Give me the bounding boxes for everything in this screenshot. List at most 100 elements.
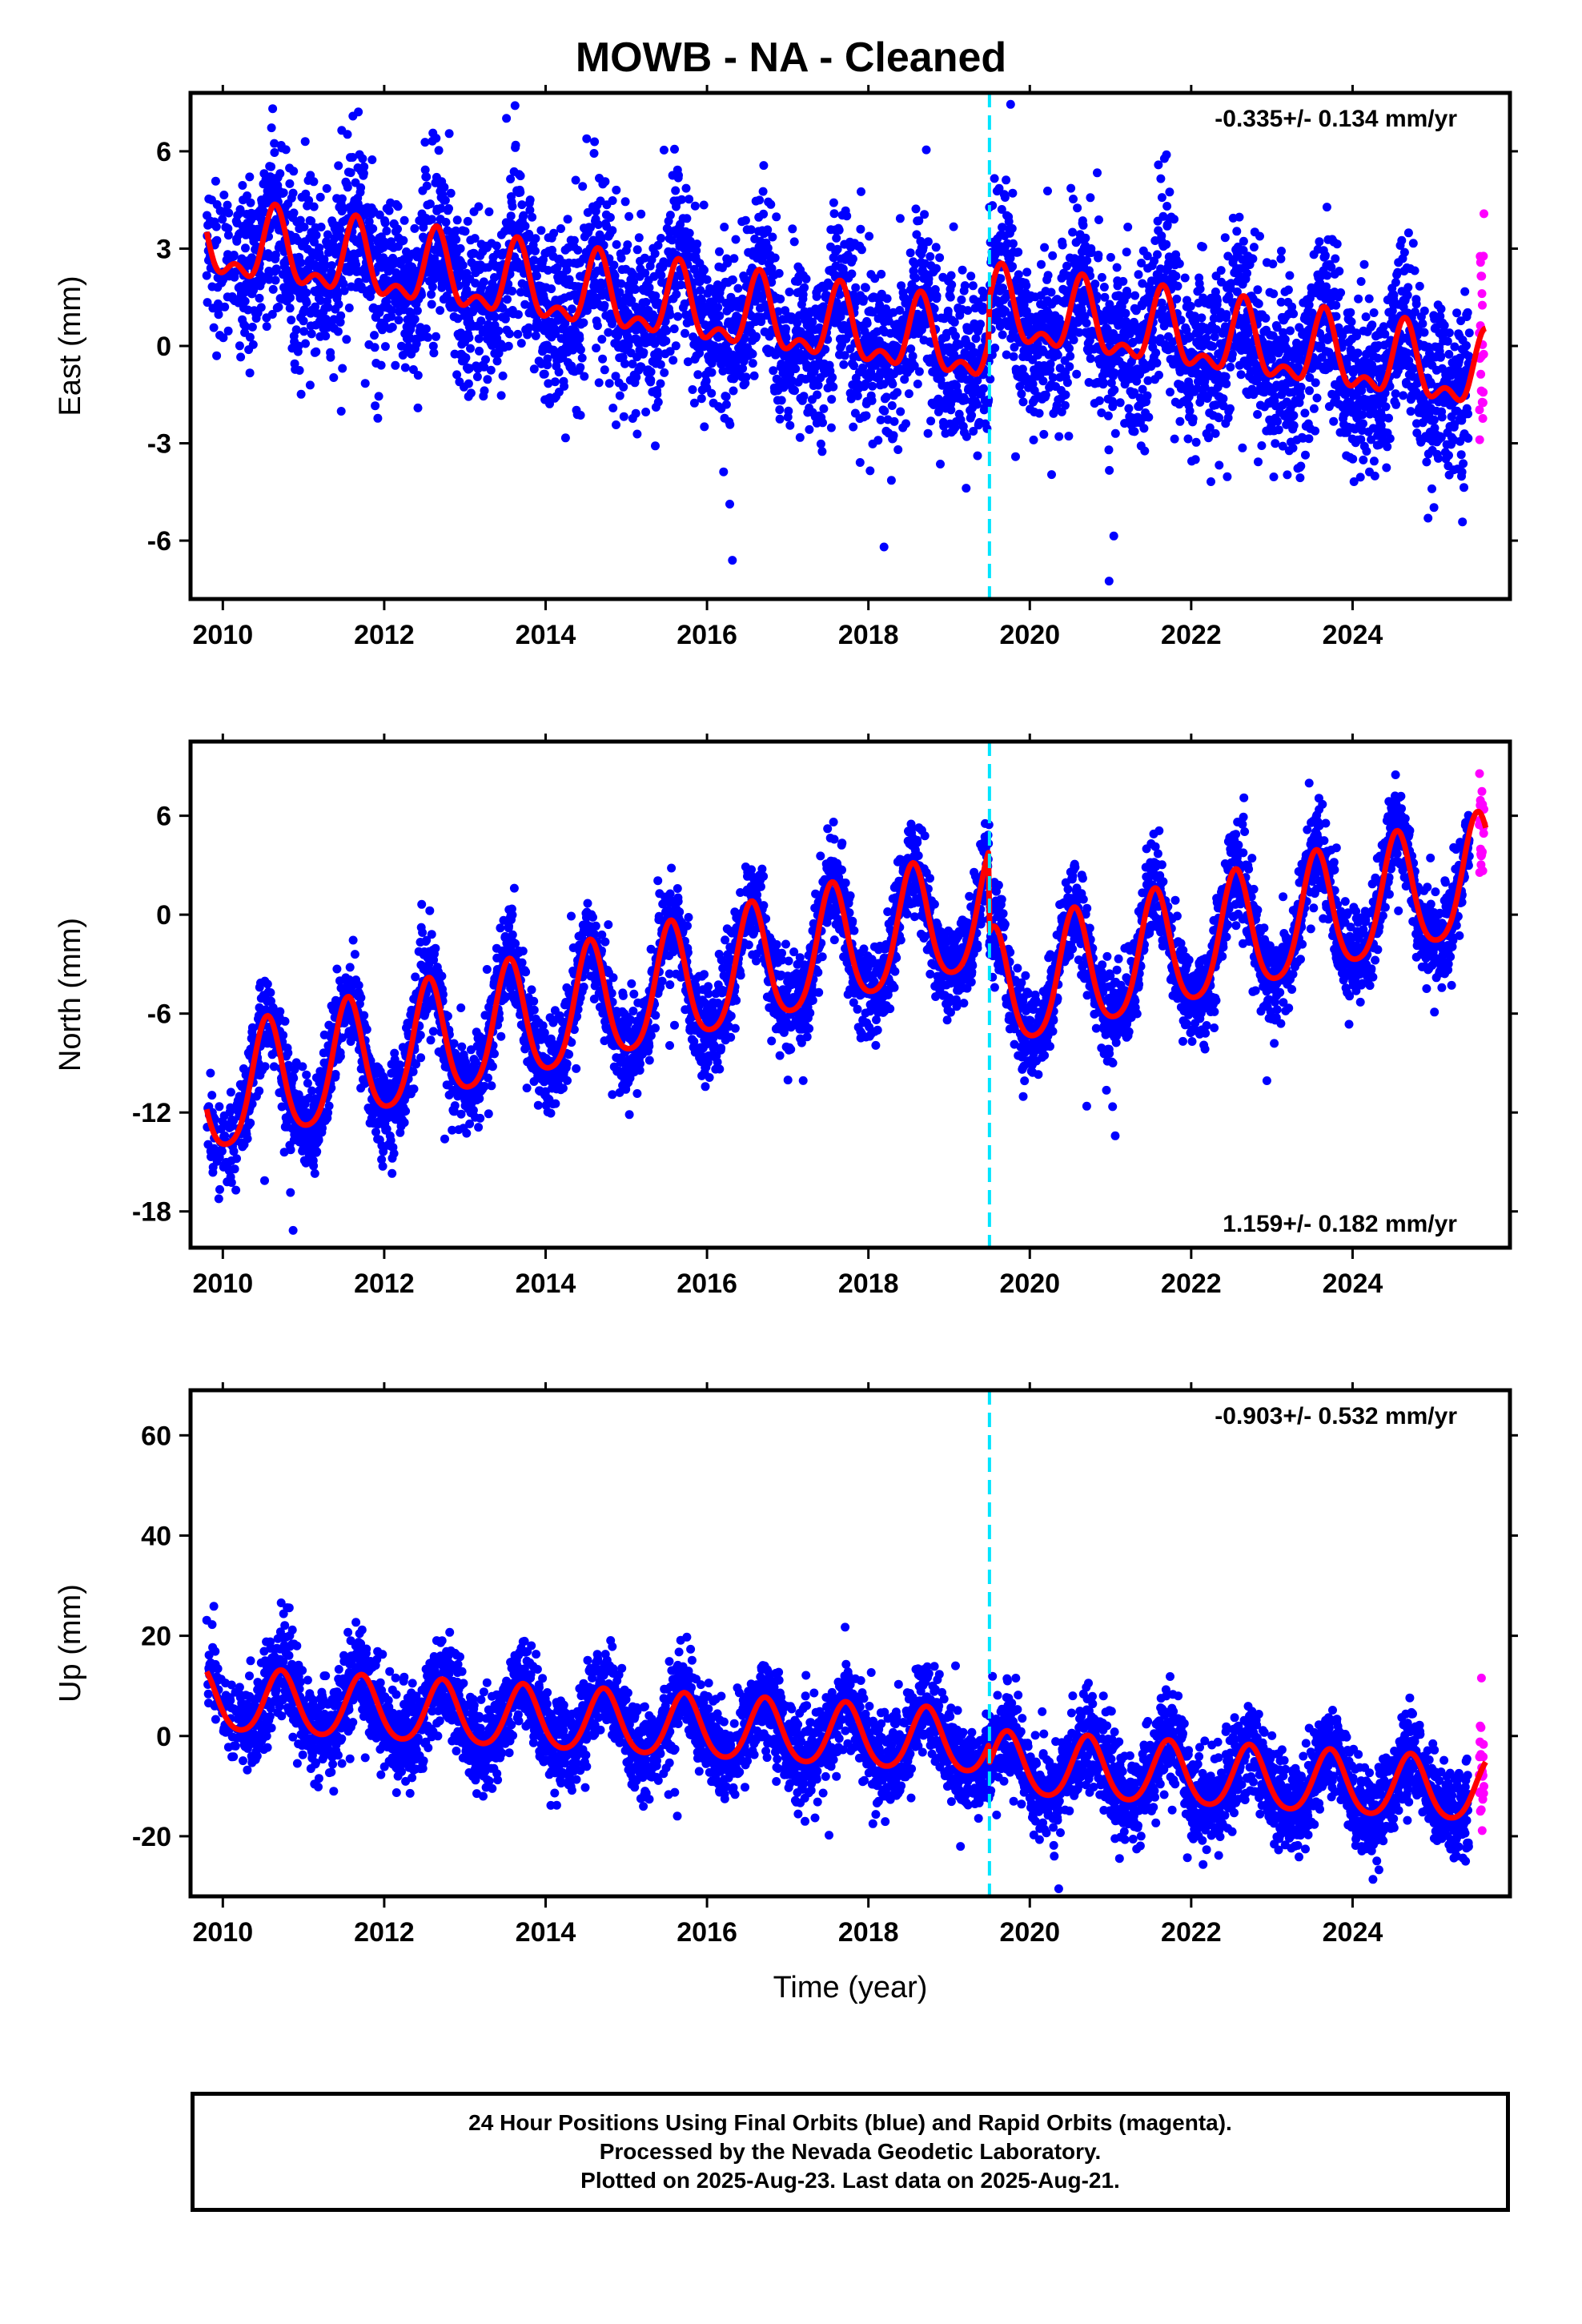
data-point: [646, 376, 656, 384]
data-point: [1359, 419, 1367, 428]
data-point: [1223, 472, 1232, 481]
data-point: [315, 192, 325, 202]
data-point: [1285, 271, 1295, 280]
data-point: [896, 407, 905, 416]
data-point: [472, 372, 482, 381]
data-point: [1239, 236, 1248, 246]
data-point: [1289, 309, 1299, 319]
data-point: [412, 339, 421, 348]
data-point: [879, 542, 889, 552]
data-point: [1197, 313, 1207, 323]
data-point: [1364, 294, 1374, 304]
data-point: [612, 185, 621, 195]
data-point: [245, 368, 255, 378]
data-point: [554, 388, 564, 396]
data-point: [463, 216, 472, 226]
data-point: [1309, 404, 1319, 413]
data-point: [360, 379, 370, 388]
data-point: [1061, 390, 1070, 400]
data-point: [911, 273, 921, 283]
data-point: [240, 296, 250, 306]
data-point: [458, 260, 468, 270]
data-point: [1180, 273, 1190, 283]
data-point: [500, 314, 510, 324]
data-point: [829, 198, 838, 207]
data-point: [921, 145, 931, 155]
data-point: [957, 295, 966, 304]
data-point: [763, 225, 773, 235]
data-point: [275, 169, 285, 179]
data-point: [639, 348, 648, 357]
data-point: [427, 300, 436, 309]
data-point: [238, 181, 247, 190]
data-point: [612, 420, 620, 429]
data-point: [551, 329, 560, 339]
data-point: [741, 372, 751, 382]
data-point: [490, 312, 500, 322]
data-point: [946, 405, 956, 415]
data-point: [1296, 382, 1306, 392]
data-point: [920, 210, 930, 219]
data-point: [376, 360, 386, 370]
data-point: [1009, 239, 1018, 248]
data-point: [322, 183, 331, 193]
data-point: [576, 345, 585, 355]
data-point: [323, 303, 333, 312]
data-point: [358, 154, 367, 163]
data-point: [486, 365, 496, 375]
data-point: [544, 266, 552, 275]
data-point: [923, 237, 933, 247]
data-point: [1090, 279, 1100, 289]
data-point: [681, 328, 689, 338]
data-point: [685, 228, 694, 238]
data-point: [926, 416, 936, 426]
data-point: [295, 215, 305, 225]
data-point: [857, 187, 865, 196]
data-point: [368, 224, 378, 233]
data-point: [1329, 416, 1339, 426]
data-point: [235, 341, 244, 351]
data-point: [274, 302, 283, 312]
data-point: [270, 139, 279, 148]
data-point: [484, 207, 494, 216]
data-point: [914, 367, 924, 376]
data-point: [668, 235, 677, 245]
data-point: [1060, 400, 1070, 410]
data-point: [337, 194, 347, 203]
panel-east: 2010 2012 2014 2016 2018 2020 2022 2024-6-3036E…: [54, 85, 1518, 650]
data-point: [1286, 326, 1295, 336]
data-point: [310, 237, 319, 247]
data-point: [498, 304, 508, 313]
data-point: [1046, 287, 1056, 297]
data-point: [506, 211, 516, 221]
data-point: [1082, 319, 1091, 328]
data-point: [576, 363, 585, 372]
data-point: [652, 389, 662, 399]
data-point: [461, 353, 471, 363]
data-point: [1170, 434, 1179, 444]
data-point: [560, 381, 569, 391]
data-point: [895, 214, 905, 223]
data-point: [440, 183, 449, 192]
data-point: [1130, 427, 1139, 436]
data-point: [356, 183, 366, 192]
data-point: [1346, 308, 1355, 317]
data-point: [968, 281, 978, 291]
data-point: [1115, 398, 1125, 408]
data-point: [795, 432, 805, 442]
data-point: [296, 389, 306, 399]
data-point: [1086, 193, 1095, 203]
data-point: [471, 279, 480, 288]
data-point: [946, 271, 956, 280]
data-point: [887, 401, 897, 410]
data-point: [219, 333, 228, 343]
data-point: [384, 206, 394, 215]
data-point: [1289, 411, 1299, 420]
data-point: [990, 344, 1000, 352]
data-point: [1002, 175, 1011, 185]
data-point: [1198, 242, 1207, 251]
data-point: [1261, 313, 1271, 323]
data-point: [211, 222, 221, 231]
data-point: [1283, 285, 1293, 295]
data-point: [1099, 283, 1109, 292]
